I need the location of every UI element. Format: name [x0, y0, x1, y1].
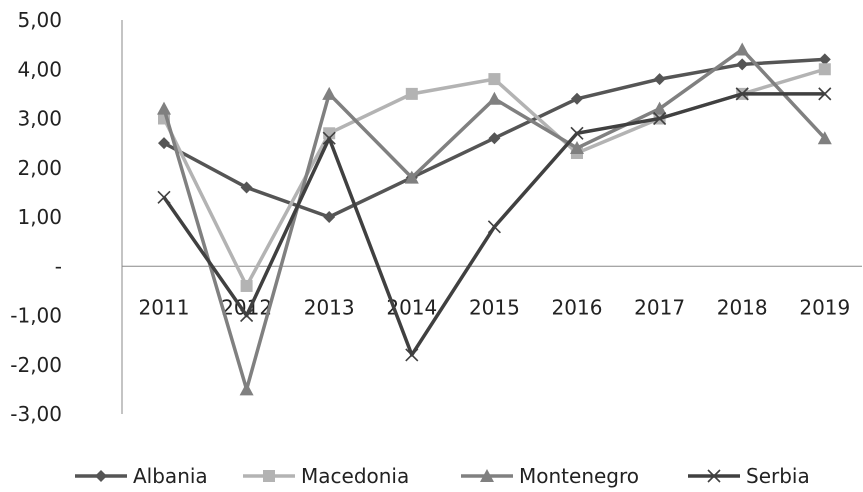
y-tick-label: - [55, 254, 62, 278]
data-point [323, 211, 336, 223]
x-tick-label: 2018 [717, 295, 768, 319]
data-point [322, 131, 336, 145]
data-point [818, 53, 831, 66]
y-tick-labels: 5,00 4,00 3,00 2,00 1,00 - -1,00 -2,00 -3,00 [10, 8, 62, 426]
data-point [240, 279, 253, 292]
x-tick-label: 2017 [634, 295, 685, 319]
y-tick-label: 4,00 [17, 57, 62, 81]
data-point [157, 190, 171, 204]
y-tick-label: -3,00 [10, 402, 62, 426]
data-point [653, 111, 667, 126]
data-point [323, 127, 336, 140]
data-point [322, 86, 337, 100]
data-point [405, 348, 419, 362]
data-point [653, 73, 666, 86]
data-point [818, 87, 832, 101]
series-montenegro [157, 42, 832, 396]
axes [121, 20, 862, 414]
y-tick-label: 5,00 [17, 8, 62, 32]
legend-marker [263, 470, 275, 482]
x-tick-label: 2019 [799, 295, 850, 319]
data-point [488, 132, 501, 145]
legend-label: Albania [133, 464, 208, 488]
x-tick-label: 2016 [552, 295, 603, 319]
data-point [736, 58, 749, 71]
x-tick-label: 2015 [469, 295, 520, 319]
y-tick-label: 3,00 [17, 107, 62, 131]
series-group [157, 42, 832, 396]
data-point [404, 170, 419, 184]
data-point [157, 101, 171, 115]
legend-marker [480, 469, 494, 482]
x-tick-label: 2011 [139, 295, 190, 319]
data-point [405, 87, 418, 100]
x-tick-label: 2013 [304, 295, 355, 319]
legend-label: Serbia [746, 464, 810, 488]
data-point [487, 91, 502, 105]
legend-label: Macedonia [301, 464, 409, 488]
data-point [735, 87, 749, 101]
series-serbia [157, 87, 832, 362]
data-point [571, 92, 583, 105]
y-tick-label: -1,00 [10, 304, 62, 328]
data-point [735, 42, 750, 56]
data-point [652, 101, 667, 115]
legend-entry-serbia: Serbia [688, 464, 810, 488]
legend-entry-macedonia: Macedonia [243, 464, 409, 488]
data-point [488, 73, 501, 86]
y-tick-label: 2,00 [17, 156, 62, 180]
legend-marker [707, 469, 721, 483]
data-point [158, 137, 170, 150]
y-tick-label: 1,00 [17, 205, 62, 229]
legend-entry-montenegro: Montenegro [461, 464, 639, 488]
x-tick-labels: 2011 2012 2013 2014 2015 2016 2017 2018 2019 [139, 295, 851, 319]
y-tick-label: -2,00 [10, 353, 62, 377]
legend-label: Montenegro [519, 464, 639, 488]
data-point [240, 308, 254, 323]
legend: Albania Macedonia Montenegro Serbia [75, 464, 810, 488]
data-point [817, 131, 832, 145]
data-point [570, 141, 584, 155]
data-point [239, 382, 254, 396]
data-point [570, 126, 584, 140]
data-point [487, 220, 501, 234]
legend-marker [95, 470, 107, 482]
legend-entry-albania: Albania [75, 464, 208, 488]
data-point [240, 181, 253, 194]
data-point [818, 63, 831, 76]
